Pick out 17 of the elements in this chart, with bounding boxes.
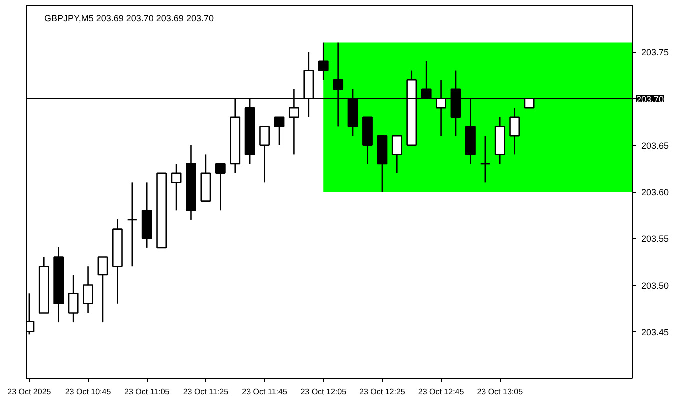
x-tick-label: 23 Oct 11:25 <box>183 388 230 396</box>
y-tick-label: 203.75 <box>642 48 670 58</box>
x-tick-label: 23 Oct 13:05 <box>477 388 524 396</box>
ref-line-label: 203.70 <box>636 94 664 104</box>
y-tick-label: 203.55 <box>642 234 670 244</box>
text: GBPJPY,M5 203.69 203.70 203.69 203.70 <box>44 14 214 24</box>
y-tick-label: 203.65 <box>642 140 670 151</box>
x-tick-label: 23 Oct 10:45 <box>65 388 112 396</box>
x-tick-label: 23 Oct 11:45 <box>242 388 288 396</box>
y-tick-label: 203.50 <box>642 280 670 291</box>
y-tick-label: 203.60 <box>642 188 670 198</box>
y-tick-label: 203.45 <box>642 327 670 338</box>
x-tick-label: 23 Oct 12:05 <box>300 388 348 396</box>
x-tick-label: 23 Oct 12:25 <box>360 388 406 396</box>
x-tick-label: 23 Oct 12:45 <box>418 388 465 396</box>
x-tick-label: 23 Oct 11:05 <box>124 388 170 396</box>
x-tick-label: 23 Oct 2025 <box>8 388 52 396</box>
